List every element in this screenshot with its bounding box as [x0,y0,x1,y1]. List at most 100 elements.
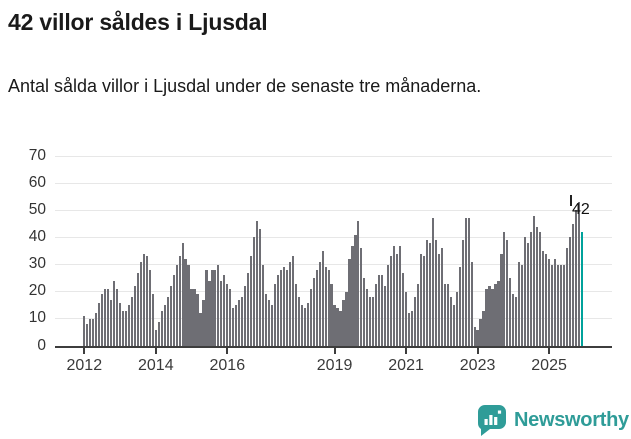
bar [211,270,214,346]
bar [506,240,509,346]
bar [145,256,148,346]
bar [95,313,98,346]
bar [223,275,226,346]
bar [545,253,548,346]
y-axis-label-0: 0 [37,336,46,354]
y-axis-label-20: 20 [28,282,46,300]
bar [470,261,473,346]
bar [375,283,378,346]
bar [404,291,408,346]
bar [330,283,333,346]
x-axis-tick-2016 [226,348,229,354]
bar [503,232,506,346]
icon-bar-medium [489,415,493,425]
bar [416,283,420,346]
bar [553,259,557,346]
bar [568,237,572,346]
bar [276,275,280,346]
bar [536,226,539,346]
bar [110,299,113,346]
bar [256,221,259,346]
bar [547,259,551,346]
bar [539,232,542,346]
bar [399,245,402,346]
x-axis-label-2012: 2012 [66,357,103,374]
last-value-annotation: 42 [572,201,590,218]
bar [485,289,488,346]
y-axis-label-50: 50 [28,200,46,218]
bar [282,267,285,346]
x-axis-label-2019: 2019 [316,357,353,374]
bar [291,256,294,346]
bar [199,313,202,346]
bar [437,253,440,346]
bar [133,286,137,346]
bar [413,297,417,346]
x-axis-label-2023: 2023 [459,357,496,374]
bar [574,210,577,346]
bar [104,289,107,346]
bar [333,305,336,346]
y-axis-label-60: 60 [28,173,46,191]
bar [527,242,530,346]
x-axis-label-2021: 2021 [388,357,424,374]
bar [443,283,446,346]
bar [390,256,393,346]
bar [193,289,196,346]
bar [327,270,330,346]
bar [369,297,372,346]
bar [533,215,536,346]
bar [175,264,178,346]
bar [124,310,128,346]
bar [166,297,169,346]
bar [208,280,211,346]
bar [464,218,467,346]
bar [148,270,151,346]
bar [303,308,306,346]
bar [422,256,426,346]
bar [577,202,580,346]
bar [530,232,533,346]
y-axis-label-40: 40 [28,227,46,245]
bar [217,264,220,346]
bar [515,297,518,346]
bar [205,270,208,346]
bar [452,305,455,346]
bar [86,324,89,346]
bar [449,297,452,346]
bar [360,248,363,346]
bar [279,270,283,346]
bar [253,237,256,346]
bar [232,308,235,346]
bar [556,264,560,346]
bar [488,286,491,346]
bar [542,251,545,346]
x-axis-label-2025: 2025 [531,357,567,374]
bar [458,267,461,346]
bar [509,278,512,346]
gridline-70 [55,155,612,157]
bar [264,294,268,346]
bar [446,283,449,346]
bar [521,264,524,346]
bar [101,294,104,346]
bar [571,223,574,346]
bar [273,283,277,346]
bar [357,221,360,346]
bar [178,256,181,346]
bar [267,299,271,346]
bar [401,272,405,346]
annotation-leader-line [570,195,572,206]
bar [154,329,157,346]
x-axis-tick-2023 [476,348,479,354]
bar [396,253,399,346]
bar [258,229,262,346]
bar [250,256,253,346]
bar [315,270,318,346]
bar [127,305,131,346]
icon-exclamation-dot [497,410,502,414]
bar [288,261,291,346]
bar [366,289,369,346]
bar [381,275,384,346]
